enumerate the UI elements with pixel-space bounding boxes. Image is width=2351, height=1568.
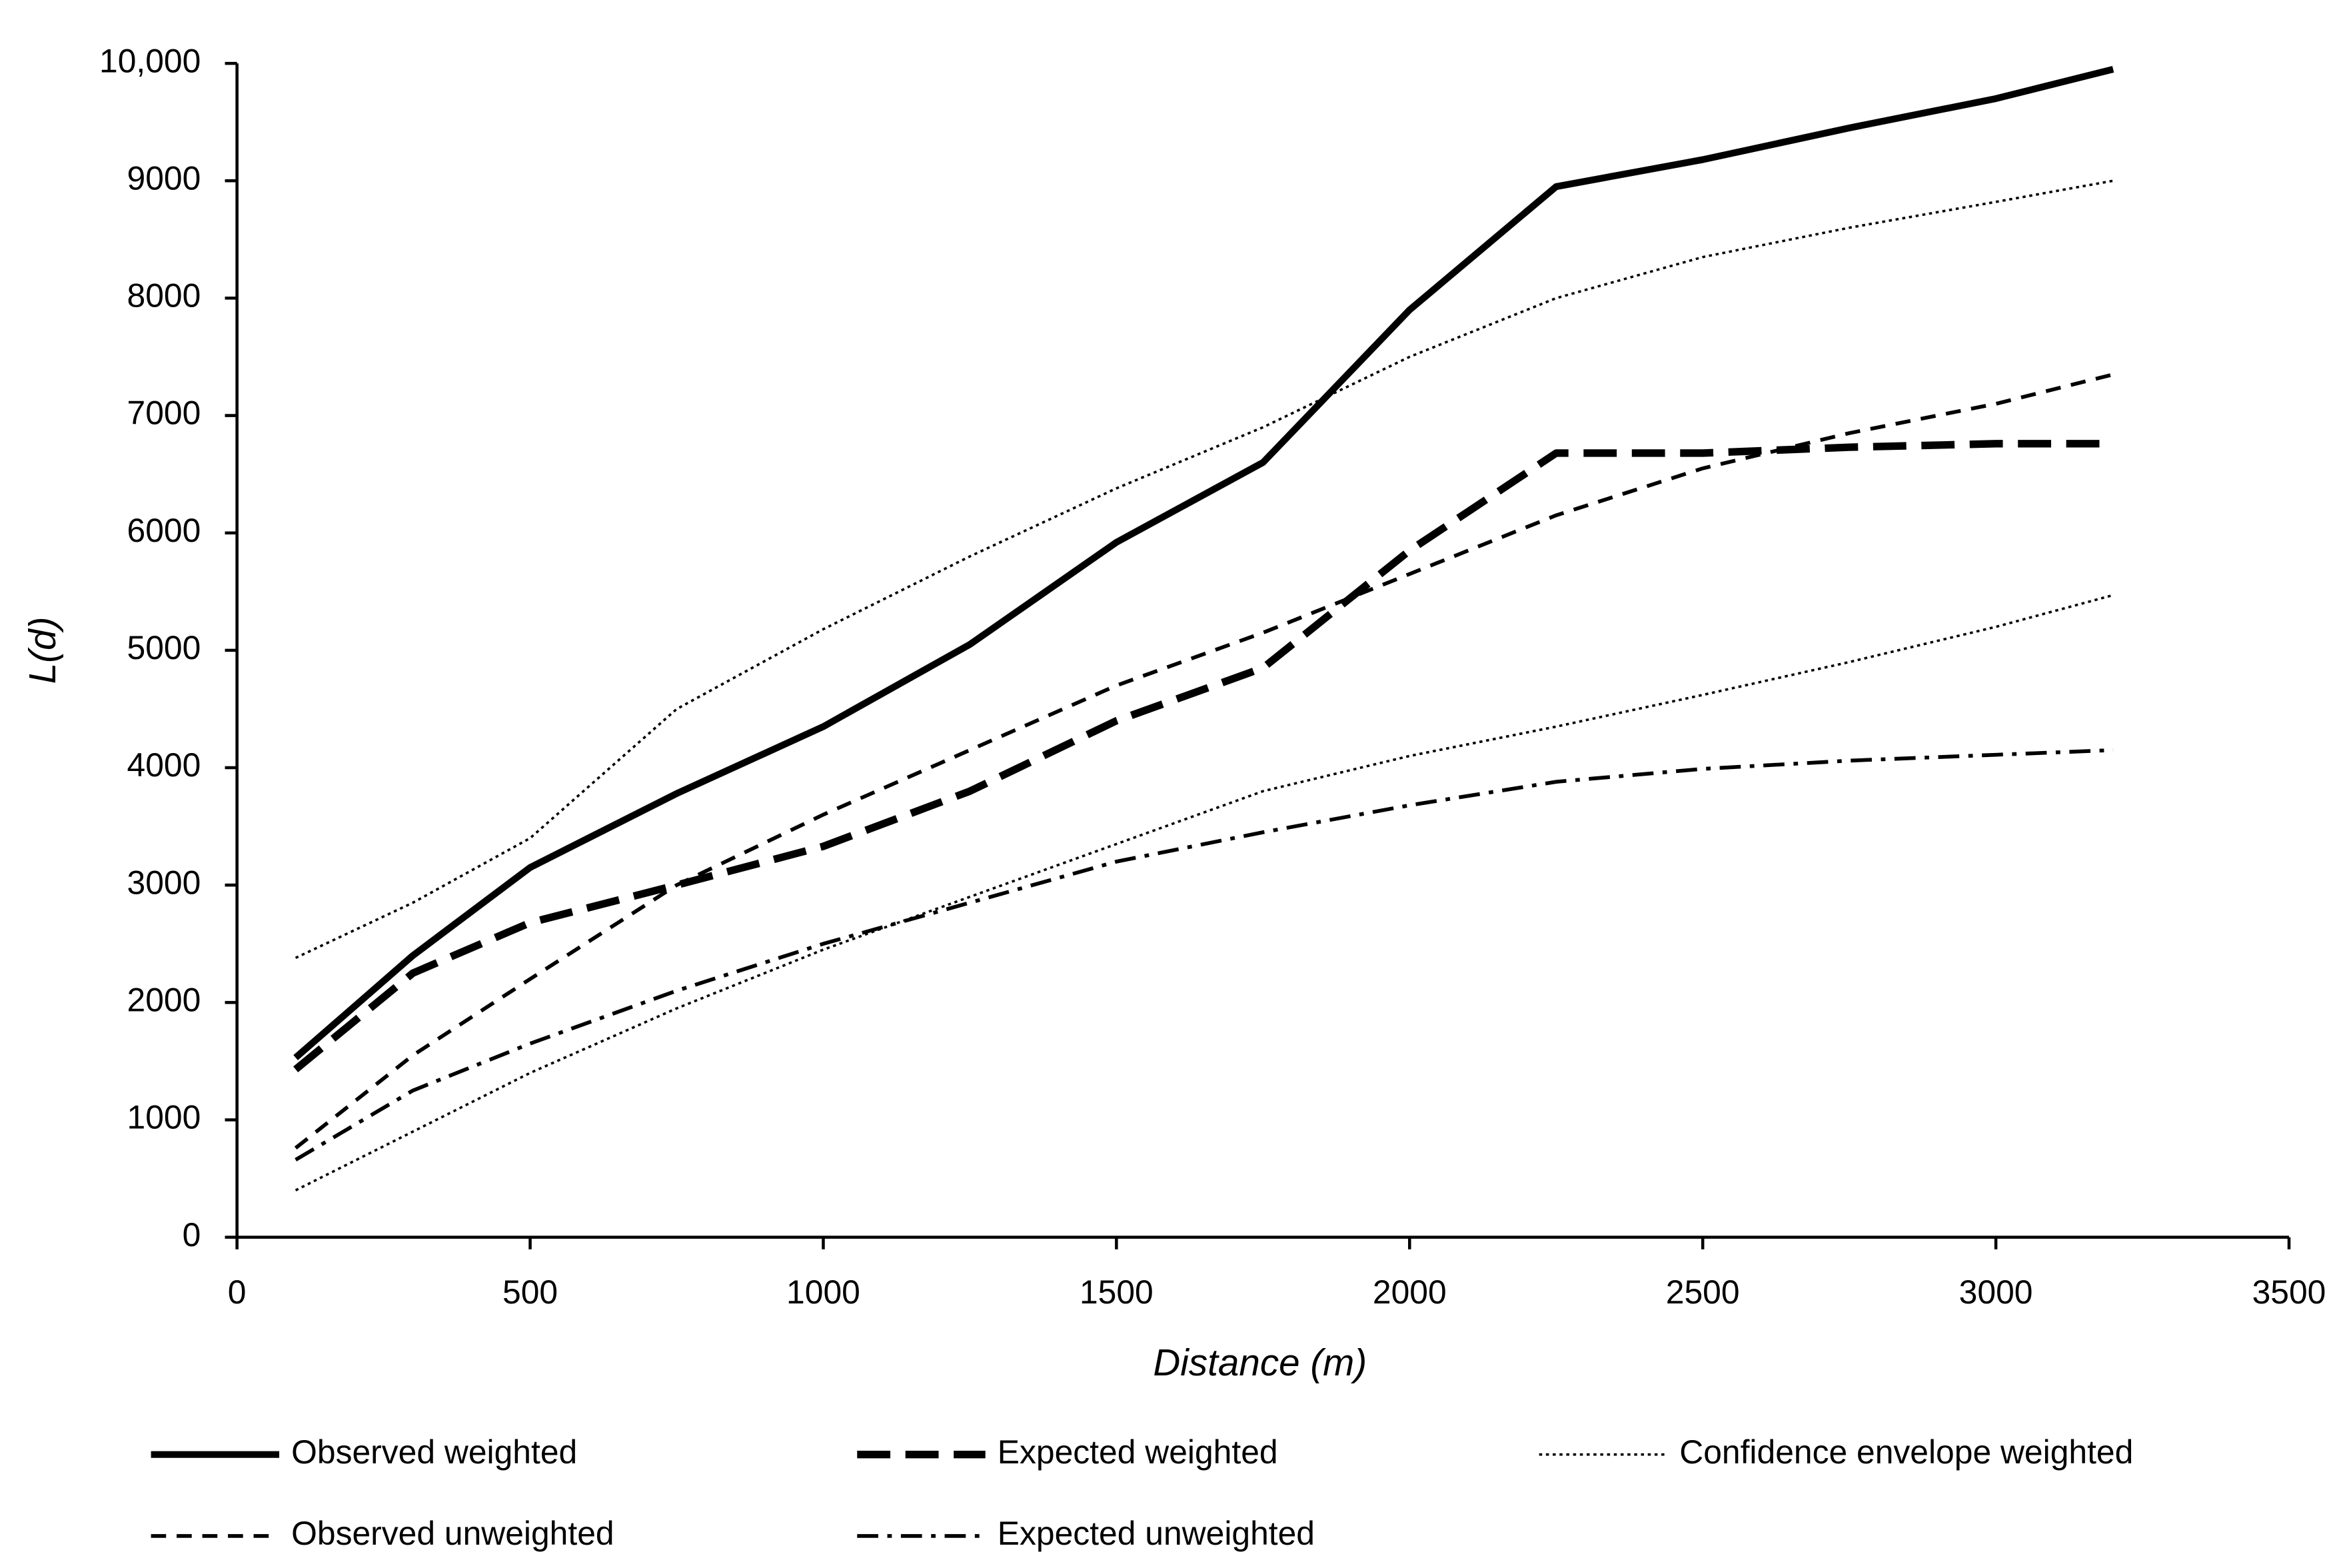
y-axis-label: L(d) bbox=[21, 617, 63, 684]
line-series bbox=[294, 373, 2114, 1150]
y-tick-label: 1000 bbox=[127, 1099, 201, 1136]
y-tick-label: 9000 bbox=[127, 159, 201, 197]
y-tick-label: 4000 bbox=[127, 746, 201, 784]
legend-label: Confidence envelope weighted bbox=[1679, 1433, 2133, 1471]
y-tick-label: 7000 bbox=[127, 394, 201, 432]
y-tick-label: 8000 bbox=[127, 277, 201, 315]
legend-label: Observed unweighted bbox=[291, 1515, 614, 1552]
y-tick-label: 6000 bbox=[127, 512, 201, 549]
y-tick-label: 3000 bbox=[127, 864, 201, 901]
line-series bbox=[295, 748, 2114, 1162]
x-tick-label: 2500 bbox=[1666, 1273, 1740, 1311]
line-series bbox=[295, 179, 2114, 960]
x-tick-label: 0 bbox=[228, 1273, 247, 1311]
legend-label: Observed weighted bbox=[291, 1433, 577, 1471]
x-axis-label: Distance (m) bbox=[1153, 1341, 1367, 1383]
line-series bbox=[293, 440, 2114, 1073]
x-tick-label: 3000 bbox=[1959, 1273, 2033, 1311]
x-tick-label: 1500 bbox=[1080, 1273, 1154, 1311]
y-tick-label: 5000 bbox=[127, 629, 201, 666]
line-series bbox=[295, 594, 2114, 1191]
x-tick-label: 3500 bbox=[2252, 1273, 2326, 1311]
y-tick-label: 0 bbox=[183, 1216, 201, 1253]
legend-label: Expected unweighted bbox=[998, 1515, 1315, 1552]
x-tick-label: 500 bbox=[502, 1273, 558, 1311]
line-series bbox=[293, 65, 2114, 1060]
x-tick-label: 1000 bbox=[786, 1273, 860, 1311]
x-tick-label: 2000 bbox=[1373, 1273, 1447, 1311]
y-tick-label: 10,000 bbox=[99, 42, 201, 79]
legend-label: Expected weighted bbox=[998, 1433, 1278, 1471]
y-tick-label: 2000 bbox=[127, 982, 201, 1019]
